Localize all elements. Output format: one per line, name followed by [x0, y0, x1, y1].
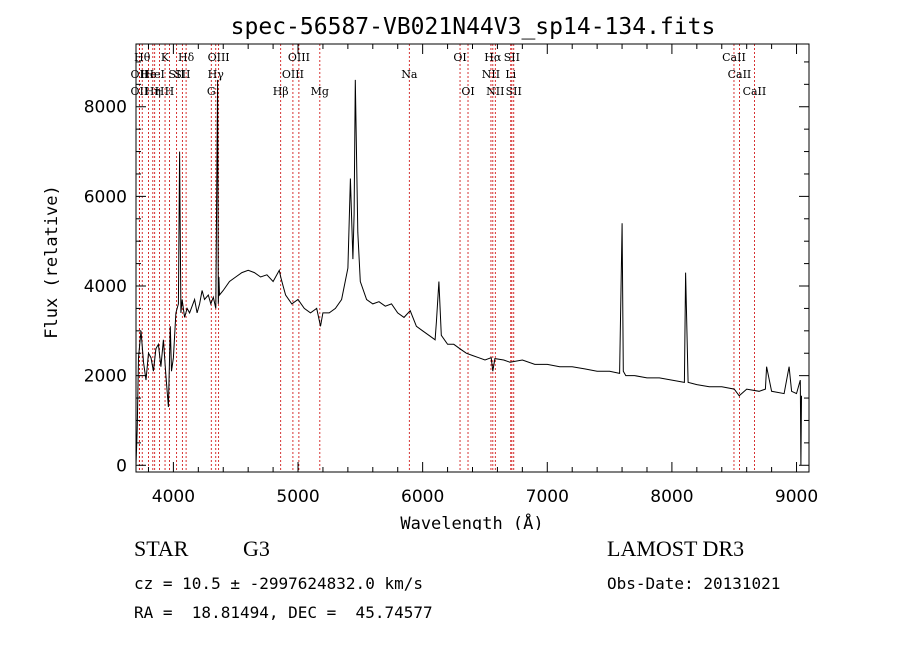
marker-label: OIII	[208, 51, 230, 64]
survey-name: LAMOST DR3	[607, 536, 745, 561]
marker-label: SII	[174, 68, 190, 81]
y-tick-label: 8000	[84, 98, 127, 118]
marker-label: CaII	[743, 85, 767, 98]
x-tick-label: 7000	[526, 487, 569, 507]
marker-label: OII	[131, 85, 149, 98]
flux-line	[135, 79, 802, 466]
spectral-line-markers	[138, 44, 755, 472]
marker-label: Li	[505, 68, 516, 81]
marker-label: Hδ	[178, 51, 195, 64]
x-tick-label: 5000	[276, 487, 319, 507]
x-tick-label: 4000	[152, 487, 195, 507]
marker-label: G	[207, 85, 216, 98]
marker-label: OI	[461, 85, 474, 98]
marker-label: OIII	[282, 68, 304, 81]
marker-label: NII	[486, 85, 504, 98]
y-tick-label: 0	[116, 456, 127, 476]
y-tick-label: 2000	[84, 367, 127, 387]
marker-label: CaII	[722, 51, 746, 64]
marker-label: Hα	[484, 51, 502, 64]
marker-label: OII	[131, 68, 149, 81]
flux-series	[135, 79, 802, 466]
marker-label: SII	[506, 85, 522, 98]
y-tick-label: 4000	[84, 277, 127, 297]
x-tick-label: 8000	[650, 487, 693, 507]
spectrum-chart: spec-56587-VB021N44V3_sp14-134.fits Hθ OI…	[42, 14, 818, 530]
object-class: STAR	[134, 536, 189, 561]
y-axis: 0 2000 4000 6000 8000	[84, 61, 809, 476]
marker-label: Hθ	[134, 51, 151, 64]
spectral-line-labels: HθOIIOIIHeHηHeIHKHSIISIIHδGHγOIIIHβOIIIO…	[131, 51, 767, 98]
x-tick-label: 6000	[401, 487, 444, 507]
marker-label: SII	[169, 68, 185, 81]
coordinates: RA = 18.81494, DEC = 45.74577	[134, 603, 433, 622]
marker-label: Mg	[311, 85, 329, 98]
marker-label: CaII	[728, 68, 752, 81]
redshift-velocity: cz = 10.5 ± -2997624832.0 km/s	[134, 574, 423, 593]
marker-label: HeI	[144, 68, 164, 81]
x-axis: 4000 5000 6000 7000 8000 9000	[147, 44, 818, 507]
marker-label: H	[155, 85, 165, 98]
y-tick-label: 6000	[84, 187, 127, 207]
observation-date: Obs-Date: 20131021	[607, 574, 781, 593]
chart-title: spec-56587-VB021N44V3_sp14-134.fits	[231, 14, 716, 40]
marker-label: OIII	[288, 51, 310, 64]
marker-label: Hβ	[273, 85, 289, 98]
marker-label: H	[165, 85, 175, 98]
marker-label: Hγ	[208, 68, 225, 81]
plot-frame	[135, 43, 810, 473]
y-axis-label: Flux (relative)	[42, 185, 62, 339]
marker-label: NII	[482, 68, 500, 81]
x-axis-label: Wavelength (Å)	[400, 512, 543, 530]
object-subclass: G3	[243, 536, 270, 561]
marker-label: SII	[504, 51, 520, 64]
marker-label: OI	[453, 51, 466, 64]
marker-label: Hη	[145, 85, 161, 98]
marker-label: Na	[401, 68, 418, 81]
x-tick-label: 9000	[775, 487, 818, 507]
marker-label: K	[161, 51, 170, 64]
marker-label: He	[140, 68, 156, 81]
